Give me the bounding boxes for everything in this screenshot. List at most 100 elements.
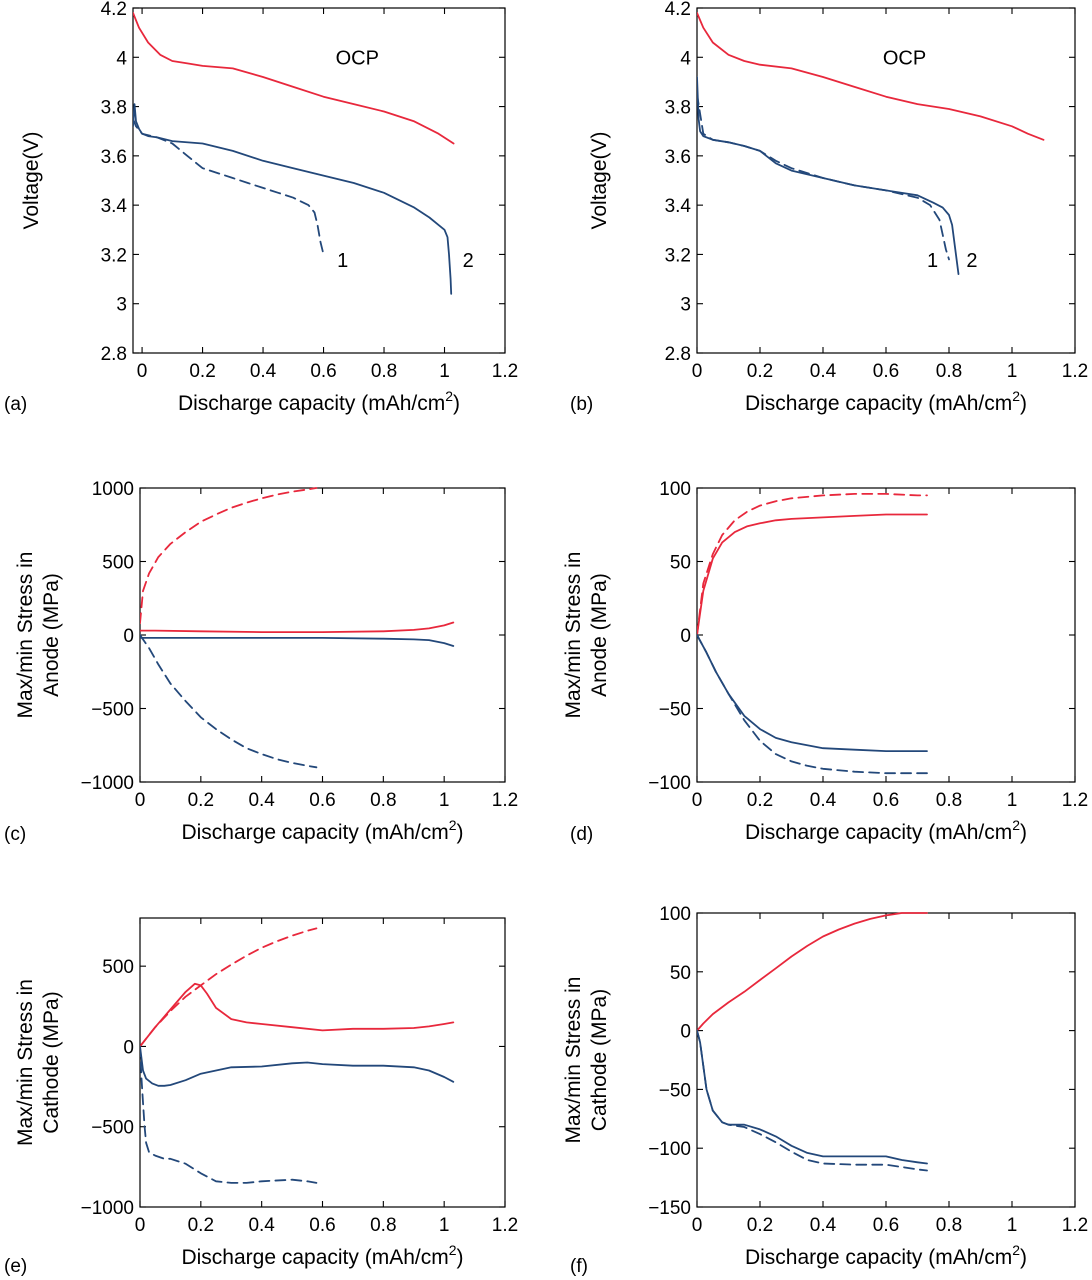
x-axis-label: Discharge capacity (mAh/cm2) bbox=[745, 817, 1027, 844]
plot-frame bbox=[696, 487, 1076, 783]
x-tick-label: 0.2 bbox=[747, 790, 773, 811]
x-tick-label: 0.8 bbox=[936, 1215, 962, 1236]
x-tick-label: 0.2 bbox=[747, 1215, 773, 1236]
series-line-solid-red bbox=[133, 12, 455, 145]
x-tick-label: 0 bbox=[137, 361, 148, 382]
x-tick-label: 0.2 bbox=[188, 790, 214, 811]
x-tick-label: 1 bbox=[1007, 790, 1018, 811]
y-tick-label: 3 bbox=[680, 295, 691, 316]
x-tick-label: 1.2 bbox=[1062, 790, 1088, 811]
x-tick-label: 0.2 bbox=[188, 1215, 214, 1236]
y-tick-label: 3.6 bbox=[665, 147, 691, 168]
chart-panel-c: 0 0.2 0.4 0.6 0.8 1 1.2 −1000 −500 0 500 1000 Discha… bbox=[4, 479, 518, 845]
y-tick-label: −500 bbox=[91, 700, 134, 721]
y-tick-label: 3.2 bbox=[665, 245, 691, 266]
x-tick-label: 0 bbox=[692, 1215, 703, 1236]
y-tick-label: 50 bbox=[670, 553, 691, 574]
y-tick-label: 0 bbox=[680, 626, 691, 647]
y-tick-label: 100 bbox=[659, 904, 691, 925]
series-group bbox=[133, 12, 455, 295]
y-tick-label: −1000 bbox=[81, 1198, 134, 1219]
x-tick-label: 0.8 bbox=[370, 1215, 396, 1236]
y-tick-label: 4.2 bbox=[101, 0, 127, 20]
annotation-ocp: OCP bbox=[883, 48, 926, 70]
y-tick-label: −100 bbox=[648, 1139, 691, 1160]
panel-label: (d) bbox=[570, 824, 593, 845]
series-line-solid-red bbox=[140, 621, 455, 633]
y-tick-label: −50 bbox=[659, 1080, 691, 1101]
y-axis-label: Anode (MPa) bbox=[588, 573, 611, 697]
x-axis-label: Discharge capacity (mAh/cm2) bbox=[181, 1242, 463, 1269]
series-line-solid-red bbox=[140, 982, 455, 1048]
x-axis-label: Discharge capacity (mAh/cm2) bbox=[745, 1242, 1027, 1269]
x-tick-label: 0.4 bbox=[810, 790, 837, 811]
x-tick-label: 0 bbox=[692, 361, 703, 382]
y-tick-label: −1000 bbox=[81, 773, 134, 794]
y-tick-label: 2.8 bbox=[101, 344, 127, 365]
y-axis-label: Max/min Stress in bbox=[14, 552, 37, 719]
series-line-dashed-red bbox=[140, 927, 318, 1048]
annotation-2: 2 bbox=[966, 250, 977, 272]
x-tick-label: 0.4 bbox=[810, 1215, 837, 1236]
x-tick-label: 0.6 bbox=[309, 790, 335, 811]
y-axis-label: Voltage(V) bbox=[588, 131, 611, 229]
y-tick-label: 0 bbox=[123, 626, 134, 647]
chart-panel-b: 0 0.2 0.4 0.6 0.8 1 1.2 2.8 3 3.2 3.4 3.6 3.8 4 4.2 Dis… bbox=[570, 0, 1088, 415]
annotation-1: 1 bbox=[927, 250, 938, 272]
x-tick-label: 0.8 bbox=[370, 790, 396, 811]
x-tick-label: 0.2 bbox=[189, 361, 215, 382]
y-tick-label: 3.4 bbox=[101, 196, 128, 217]
y-tick-label: 4 bbox=[680, 48, 691, 69]
x-tick-label: 1 bbox=[439, 361, 450, 382]
y-tick-label: 1000 bbox=[92, 479, 134, 500]
y-tick-label: 500 bbox=[102, 957, 134, 978]
x-tick-label: 1 bbox=[439, 1215, 450, 1236]
plot-frame bbox=[139, 917, 506, 1208]
x-tick-label: 0.6 bbox=[873, 1215, 899, 1236]
panel-label: (a) bbox=[4, 394, 27, 415]
x-tick-label: 0.6 bbox=[309, 1215, 335, 1236]
series-group bbox=[697, 493, 928, 775]
x-tick-label: 0 bbox=[692, 790, 703, 811]
annotation-1: 1 bbox=[337, 250, 348, 272]
series-line-dashed-blue bbox=[133, 118, 325, 256]
x-axis-label: Discharge capacity (mAh/cm2) bbox=[178, 388, 460, 415]
series-line-solid-red bbox=[697, 12, 1045, 141]
y-tick-label: 3 bbox=[116, 295, 127, 316]
annotation-2: 2 bbox=[463, 250, 474, 272]
x-tick-label: 0 bbox=[135, 790, 146, 811]
x-tick-label: 0 bbox=[135, 1215, 146, 1236]
panel-label: (e) bbox=[4, 1256, 27, 1277]
panel-label: (c) bbox=[4, 824, 26, 845]
y-tick-label: −100 bbox=[648, 773, 691, 794]
y-tick-label: −500 bbox=[91, 1118, 134, 1139]
series-line-dashed-blue bbox=[140, 1045, 318, 1184]
series-line-solid-blue bbox=[133, 103, 453, 295]
x-tick-label: 0.4 bbox=[248, 790, 275, 811]
x-tick-label: 1.2 bbox=[492, 361, 518, 382]
series-line-solid-blue bbox=[697, 634, 928, 752]
y-axis-label: Voltage(V) bbox=[20, 131, 43, 229]
series-line-dashed-blue bbox=[697, 1029, 928, 1172]
y-tick-label: 0 bbox=[123, 1037, 134, 1058]
chart-panel-e: 0 0.2 0.4 0.6 0.8 1 1.2 −1000 −500 0 500 Discharge … bbox=[4, 917, 518, 1277]
x-tick-label: 1.2 bbox=[1062, 361, 1088, 382]
y-tick-label: 3.4 bbox=[665, 196, 692, 217]
series-line-dashed-red bbox=[697, 493, 928, 636]
plot-frame bbox=[132, 7, 506, 354]
x-tick-label: 0.4 bbox=[250, 361, 277, 382]
annotation-ocp: OCP bbox=[336, 48, 379, 70]
y-tick-label: 2.8 bbox=[665, 344, 691, 365]
series-group bbox=[140, 927, 455, 1184]
y-axis-label: Cathode (MPa) bbox=[588, 989, 611, 1131]
y-axis-label: Max/min Stress in bbox=[14, 979, 37, 1146]
x-tick-label: 0.6 bbox=[310, 361, 336, 382]
x-tick-label: 0.4 bbox=[810, 361, 837, 382]
y-tick-label: 3.8 bbox=[101, 98, 127, 119]
x-axis-label: Discharge capacity (mAh/cm2) bbox=[181, 817, 463, 844]
series-group bbox=[697, 912, 928, 1172]
x-tick-label: 0.6 bbox=[873, 790, 899, 811]
x-tick-label: 0.4 bbox=[248, 1215, 275, 1236]
x-tick-label: 1 bbox=[439, 790, 450, 811]
